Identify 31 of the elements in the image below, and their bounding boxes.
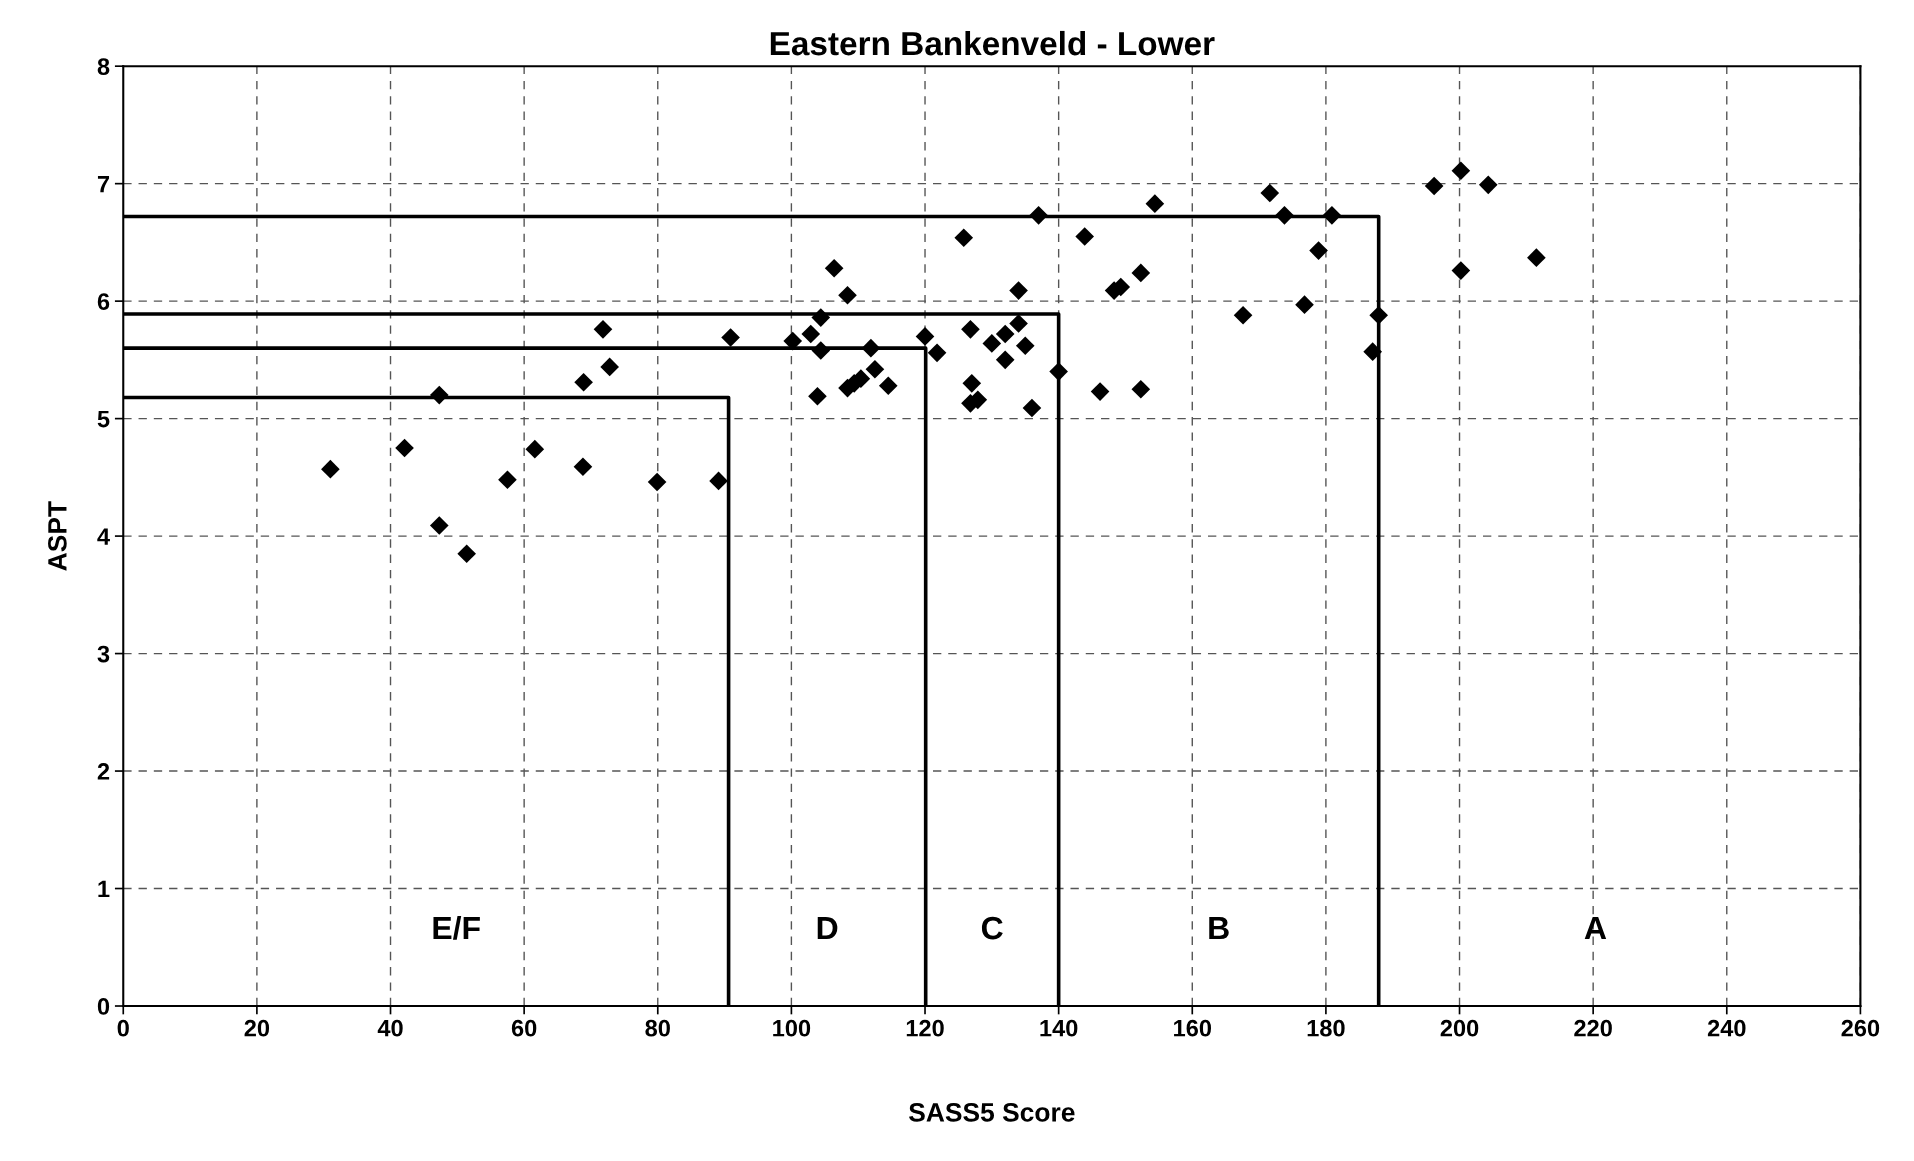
x-tick-label: 60	[511, 1019, 537, 1037]
annotation: B	[1209, 917, 1229, 940]
y-tick-label: 2	[97, 763, 110, 780]
y-tick-label: 3	[97, 645, 110, 663]
y-tick-label: 6	[97, 293, 110, 310]
x-tick-label: 220	[1574, 1019, 1612, 1037]
x-tick-label: 120	[906, 1019, 944, 1037]
annotation: C	[981, 916, 1003, 940]
annotation: E/F	[433, 915, 480, 940]
x-tick-label: 260	[1841, 1019, 1880, 1037]
x-tick-label: 80	[645, 1019, 670, 1037]
y-tick-label: 5	[97, 410, 110, 428]
x-tick-label: 20	[244, 1019, 270, 1037]
x-tick-label: 200	[1440, 1019, 1479, 1037]
x-tick-label: 140	[1040, 1019, 1078, 1037]
x-tick-label: 240	[1707, 1019, 1746, 1037]
y-tick-label: 1	[98, 880, 110, 898]
x-axis-title: SASS5 Score	[908, 1103, 1075, 1122]
y-axis-title: ASPT	[48, 501, 67, 571]
x-tick-label: 160	[1174, 1019, 1212, 1037]
annotation: A	[1584, 917, 1607, 940]
x-tick-label: 180	[1307, 1019, 1345, 1037]
y-tick-label: 7	[97, 175, 110, 193]
x-tick-label: 40	[377, 1019, 403, 1037]
y-tick-label: 4	[97, 528, 110, 545]
chart-title: Eastern Bankenveld - Lower	[770, 30, 1215, 56]
x-tick-label: 0	[117, 1019, 129, 1037]
annotation: D	[817, 917, 838, 940]
x-tick-label: 100	[773, 1019, 811, 1037]
y-tick-label: 0	[97, 998, 110, 1015]
y-tick-label: 8	[97, 58, 110, 75]
